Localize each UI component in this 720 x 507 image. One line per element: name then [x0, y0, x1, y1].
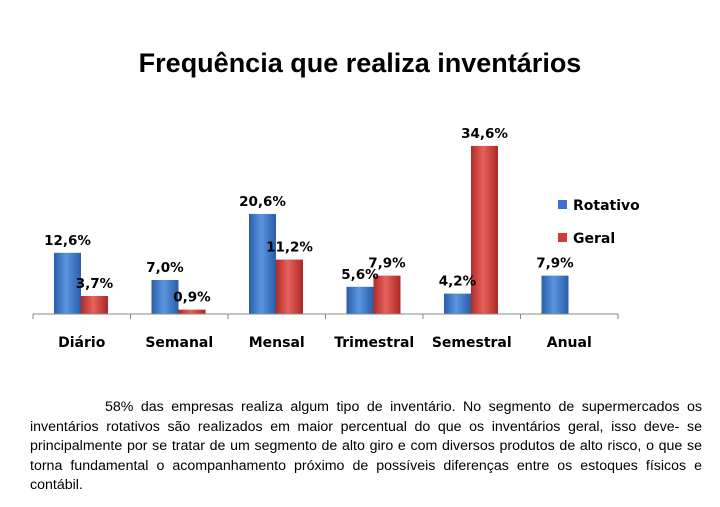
bar-rotativo — [444, 293, 471, 314]
legend-swatch-rotativo — [558, 200, 567, 209]
data-label: 7,9% — [536, 256, 574, 272]
data-label: 11,2% — [266, 240, 313, 256]
bar-geral — [276, 259, 303, 314]
bar-geral — [373, 275, 401, 314]
data-label: 3,7% — [76, 276, 114, 292]
bar-geral — [471, 145, 498, 314]
data-label: 0,9% — [173, 290, 211, 306]
data-label: 12,6% — [44, 233, 91, 249]
bar-rotativo — [249, 213, 276, 314]
x-tick-label: Trimestral — [334, 335, 414, 351]
data-label: 5,6% — [341, 267, 379, 283]
data-label: 4,2% — [439, 274, 477, 290]
data-label: 20,6% — [239, 194, 286, 210]
legend-label: Rotativo — [573, 198, 640, 214]
bar-rotativo — [346, 286, 374, 314]
x-tick-label: Semanal — [145, 335, 213, 351]
caption-text: 58% das empresas realiza algum tipo de i… — [30, 399, 702, 493]
x-tick-label: Semestral — [432, 335, 512, 351]
data-label: 7,0% — [146, 260, 184, 276]
bar-geral — [81, 296, 108, 314]
legend-label: Geral — [573, 231, 615, 247]
bar-geral — [178, 309, 206, 314]
legend-swatch-geral — [558, 233, 567, 242]
x-tick-label: Mensal — [249, 335, 305, 351]
chart-title: Frequência que realiza inventários — [138, 48, 582, 78]
data-label: 34,6% — [461, 126, 508, 142]
bar-rotativo — [151, 280, 179, 314]
bar-rotativo — [541, 275, 569, 314]
data-label: 7,9% — [368, 256, 406, 272]
x-tick-label: Anual — [547, 335, 592, 351]
x-tick-label: Diário — [58, 335, 106, 351]
bar-rotativo — [54, 252, 81, 314]
bar-chart: 12,6% 3,7% Diário 7,0% 0,9% Semanal 20,6% 11,2%… — [32, 126, 640, 351]
